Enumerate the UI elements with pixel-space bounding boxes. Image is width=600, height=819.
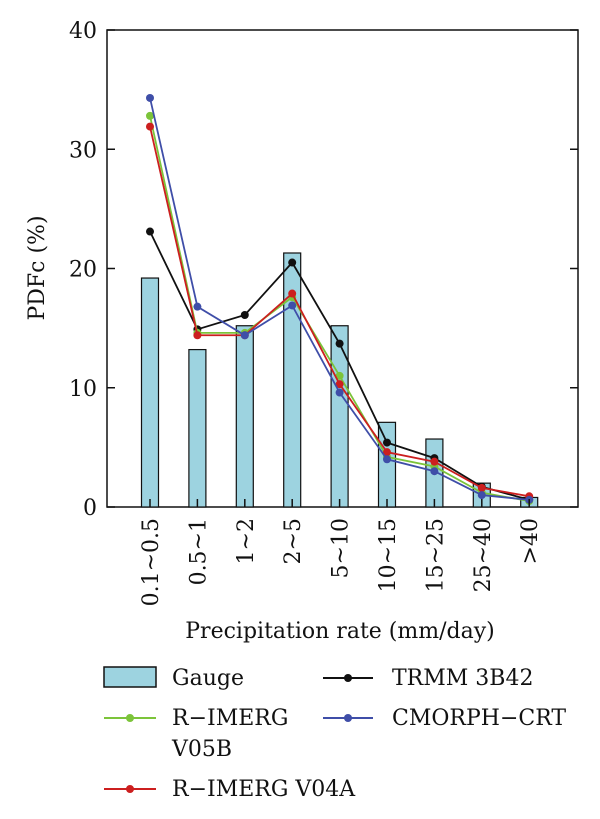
point-trmm-3b42-4 bbox=[335, 339, 344, 348]
point-cmorph-crt-5 bbox=[383, 455, 391, 464]
point-r-imerg-v04a-6 bbox=[430, 457, 439, 466]
point-r-imerg-v04a-0 bbox=[146, 122, 154, 131]
legend-marker-trmm bbox=[344, 674, 352, 682]
point-r-imerg-v04a-7 bbox=[477, 483, 486, 492]
y-axis: 0 10 20 30 40 bbox=[69, 19, 578, 521]
legend-label-cmorph: CMORPH−CRT bbox=[392, 706, 566, 731]
point-cmorph-crt-4 bbox=[335, 388, 344, 397]
point-r-imerg-v05b-0 bbox=[146, 111, 154, 120]
point-r-imerg-v05b-4 bbox=[335, 371, 344, 380]
x-tick-label-7: 25~40 bbox=[471, 518, 496, 592]
x-tick-label-6: 15~25 bbox=[423, 518, 448, 592]
legend: Gauge TRMM 3B42 R−IMERG V05B CMORPH−CRT … bbox=[103, 666, 566, 802]
bar-group bbox=[140, 252, 539, 508]
legend-swatch-gauge bbox=[103, 666, 157, 688]
point-r-imerg-v04a-3 bbox=[288, 289, 297, 298]
y-tick-label-10: 10 bbox=[69, 377, 97, 402]
legend-label-imerg-v05b-1: R−IMERG bbox=[172, 706, 288, 731]
x-tick-label-5: 10~15 bbox=[376, 518, 401, 592]
x-tick-label-0: 0.1~0.5 bbox=[139, 518, 164, 606]
point-trmm-3b42-0 bbox=[146, 227, 154, 236]
point-trmm-3b42-3 bbox=[288, 258, 297, 267]
bar-gauge-5 bbox=[377, 421, 397, 508]
x-tick-label-3: 2~5 bbox=[281, 518, 306, 564]
point-cmorph-crt-2 bbox=[240, 331, 249, 340]
x-tick-label-2: 1~2 bbox=[234, 518, 259, 564]
x-axis: 0.1~0.5 0.5~1 1~2 2~5 5~10 10~15 15~25 25~40 >40 bbox=[139, 499, 543, 606]
bar-gauge-0 bbox=[140, 277, 160, 508]
x-tick-label-1: 0.5~1 bbox=[186, 518, 211, 585]
point-cmorph-crt-6 bbox=[430, 467, 439, 476]
legend-label-gauge: Gauge bbox=[172, 666, 244, 691]
y-tick-label-30: 30 bbox=[69, 138, 97, 163]
point-cmorph-crt-7 bbox=[477, 491, 486, 500]
bar-gauge-1 bbox=[188, 348, 207, 508]
x-tick-label-4: 5~10 bbox=[329, 518, 354, 578]
legend-marker-cmorph bbox=[344, 714, 352, 722]
point-r-imerg-v04a-4 bbox=[335, 380, 344, 389]
legend-label-imerg-v05b-2: V05B bbox=[171, 737, 232, 762]
legend-marker-imerg-v05b bbox=[126, 714, 134, 722]
point-cmorph-crt-3 bbox=[288, 301, 297, 310]
y-tick-label-20: 20 bbox=[69, 258, 97, 283]
bar-gauge-2 bbox=[235, 325, 254, 508]
point-trmm-3b42-5 bbox=[383, 438, 391, 447]
y-tick-label-40: 40 bbox=[69, 19, 97, 44]
y-tick-label-0: 0 bbox=[83, 496, 97, 521]
legend-marker-imerg-v04a bbox=[126, 785, 134, 793]
point-cmorph-crt-0 bbox=[146, 93, 154, 102]
x-tick-label-8: >40 bbox=[518, 518, 543, 564]
point-trmm-3b42-2 bbox=[240, 311, 249, 320]
point-r-imerg-v04a-1 bbox=[193, 331, 202, 340]
point-r-imerg-v04a-5 bbox=[383, 448, 391, 457]
legend-label-trmm: TRMM 3B42 bbox=[392, 666, 533, 691]
legend-label-imerg-v04a: R−IMERG V04A bbox=[172, 777, 356, 802]
bar-gauge-4 bbox=[330, 325, 349, 508]
point-cmorph-crt-1 bbox=[193, 302, 202, 311]
x-axis-label: Precipitation rate (mm/day) bbox=[185, 619, 494, 644]
y-axis-label: PDFc (%) bbox=[25, 215, 50, 320]
